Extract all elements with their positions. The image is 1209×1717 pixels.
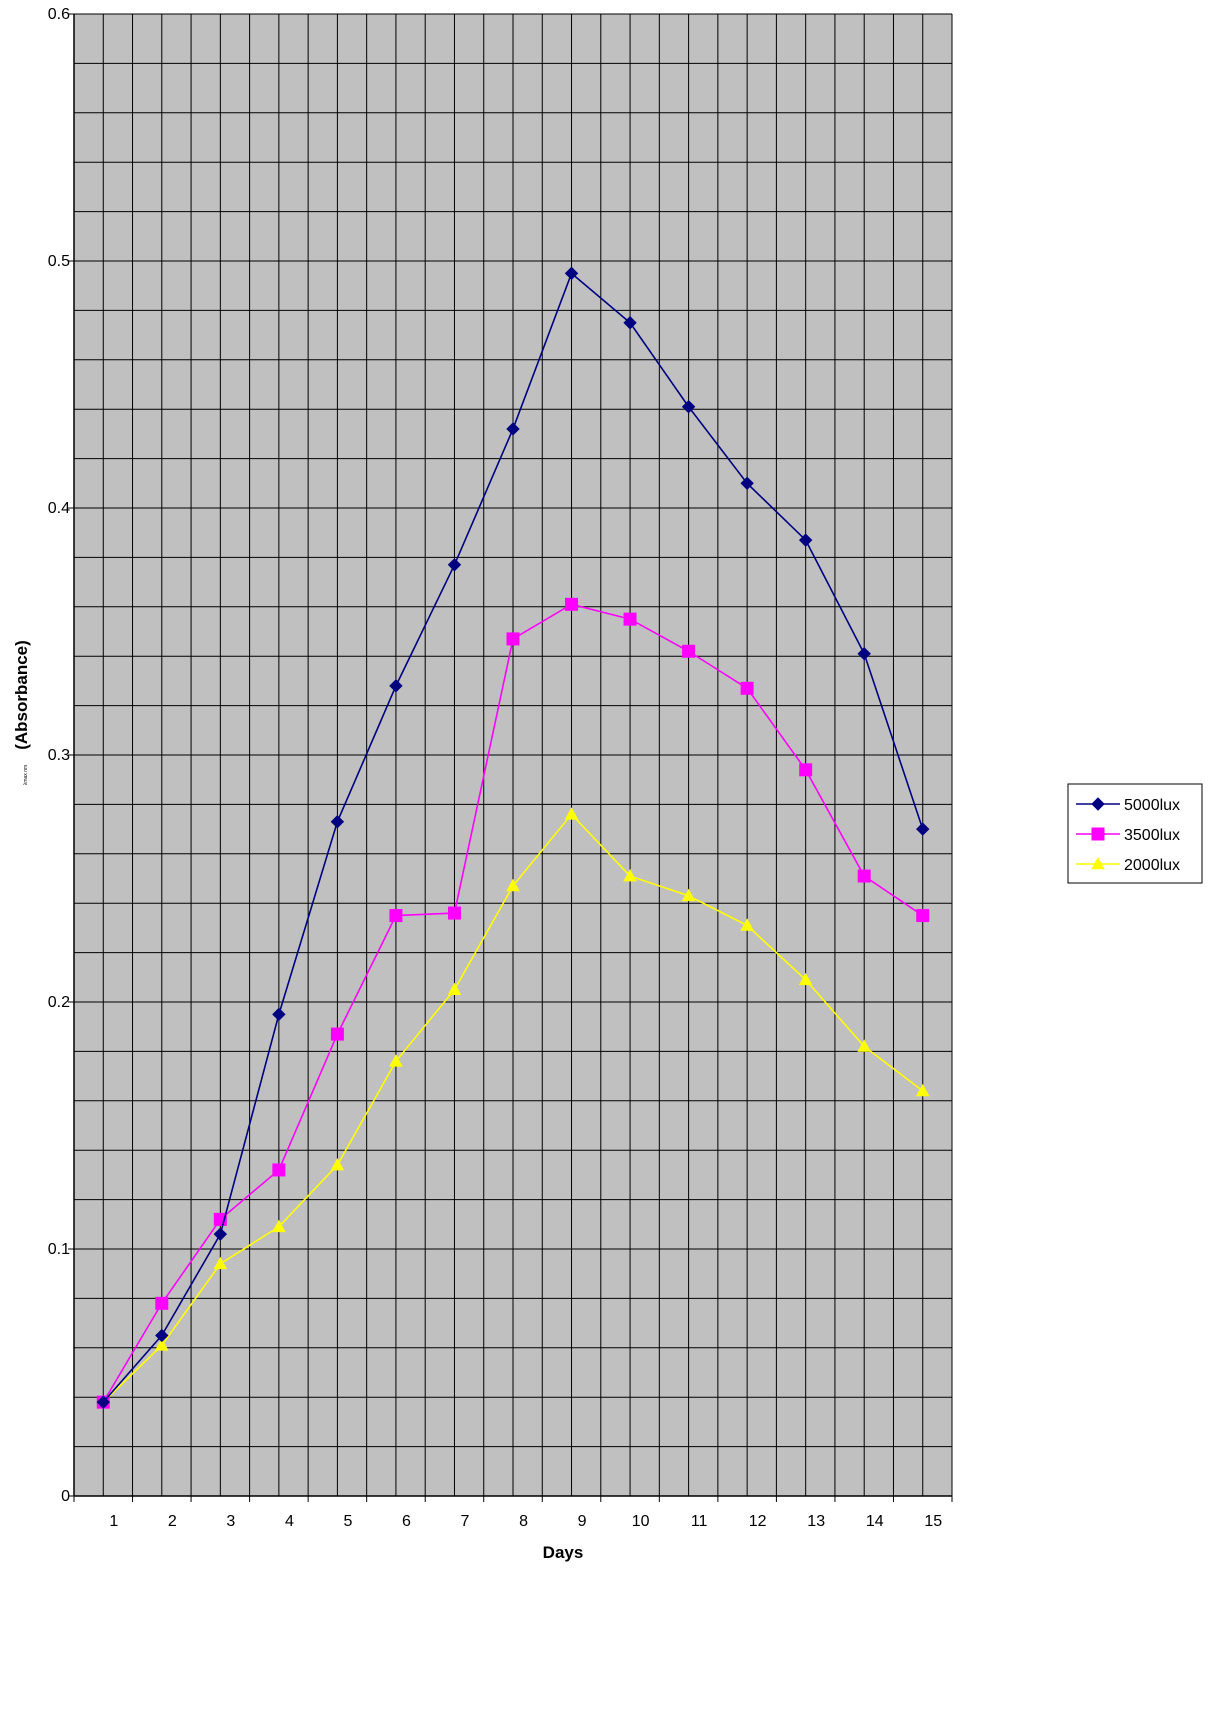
x-tick-label: 8 [519, 1513, 528, 1530]
data-point [857, 647, 871, 661]
data-point [506, 632, 520, 646]
data-point [96, 1395, 110, 1409]
data-point [740, 476, 754, 491]
data-point [857, 1039, 872, 1052]
data-point [389, 909, 403, 923]
data-point [213, 1256, 228, 1270]
data-point [623, 612, 637, 626]
series-3500lux [96, 597, 930, 1409]
data-point [447, 982, 462, 995]
x-tick-label: 3 [226, 1513, 235, 1530]
data-point [154, 1338, 169, 1351]
x-tick-label: 9 [578, 1513, 587, 1530]
y-axis-label-prefix: λmax nm [23, 765, 29, 785]
y-tick-label: 0.3 [48, 747, 70, 764]
data-point [740, 681, 754, 695]
y-tick-label: 0.2 [48, 994, 70, 1011]
tick-labels: 00.10.20.30.40.50.61 2 3 4 5 6 7 8 9 10 11 12 13 14 15 [48, 6, 953, 1530]
y-axis-label: (Absorbance) [12, 640, 31, 750]
x-tick-label: 12 [749, 1513, 767, 1530]
data-point [506, 878, 520, 892]
data-point [506, 422, 520, 436]
legend-entry: 5000lux [1076, 797, 1180, 814]
x-tick-label: 13 [807, 1513, 825, 1530]
data-point [623, 316, 637, 330]
data-point [447, 906, 461, 920]
data-point [564, 266, 579, 281]
data-point [389, 1054, 403, 1067]
x-axis-label: Days [543, 1543, 584, 1562]
data-point [682, 644, 696, 658]
legend-entry: 3500lux [1076, 827, 1180, 844]
y-tick-label: 0.6 [48, 6, 70, 23]
legend-label: 2000lux [1124, 857, 1180, 874]
data-point [213, 1227, 228, 1241]
data-point [798, 533, 813, 547]
data-point [565, 597, 579, 611]
data-point [272, 1219, 286, 1233]
x-tick-label: 6 [402, 1513, 411, 1530]
x-tick-label: 5 [343, 1513, 352, 1530]
y-tick-label: 0.5 [48, 253, 70, 270]
x-tick-label: 4 [285, 1513, 294, 1530]
x-tick-label: 14 [866, 1513, 884, 1530]
series-2000lux [96, 807, 930, 1408]
x-tick-label: 10 [632, 1513, 650, 1530]
y-axis-label-group: λmax nm (Absorbance) [12, 640, 31, 785]
legend-marker [1091, 797, 1105, 811]
x-tick-label: 11 [691, 1513, 708, 1530]
y-tick-label: 0.4 [48, 500, 70, 517]
y-tick-label: 0.1 [48, 1241, 70, 1258]
data-point [857, 869, 871, 883]
x-tick-label: 15 [924, 1513, 942, 1530]
grid-lines [74, 13, 952, 1496]
data-point [564, 807, 579, 820]
data-point [799, 763, 813, 777]
legend: 5000lux 3500lux 2000lux [1067, 783, 1203, 884]
data-point [330, 814, 345, 829]
data-point [330, 1157, 345, 1171]
legend-entry: 2000lux [1076, 856, 1180, 874]
legend-marker [1091, 856, 1105, 870]
data-point [916, 822, 930, 836]
data-point [447, 558, 462, 572]
data-point [155, 1328, 169, 1343]
data-point [389, 679, 403, 693]
data-point [272, 1163, 286, 1177]
legend-label: 5000lux [1124, 797, 1180, 814]
data-point [916, 909, 930, 923]
series-5000lux [96, 266, 930, 1409]
data-point [155, 1296, 169, 1310]
x-tick-label: 2 [168, 1513, 177, 1530]
data-point [272, 1007, 286, 1022]
data-point [330, 1027, 344, 1041]
data-point [740, 918, 754, 931]
x-tick-label: 1 [109, 1513, 118, 1530]
data-point [681, 400, 696, 414]
y-tick-label: 0 [61, 1488, 70, 1505]
data-point [623, 869, 637, 882]
legend-label: 3500lux [1124, 827, 1180, 844]
data-point [915, 1083, 930, 1097]
x-tick-label: 7 [461, 1513, 470, 1530]
data-point [798, 972, 813, 986]
legend-marker [1091, 827, 1105, 841]
data-point [681, 888, 696, 902]
series-group [96, 266, 930, 1409]
